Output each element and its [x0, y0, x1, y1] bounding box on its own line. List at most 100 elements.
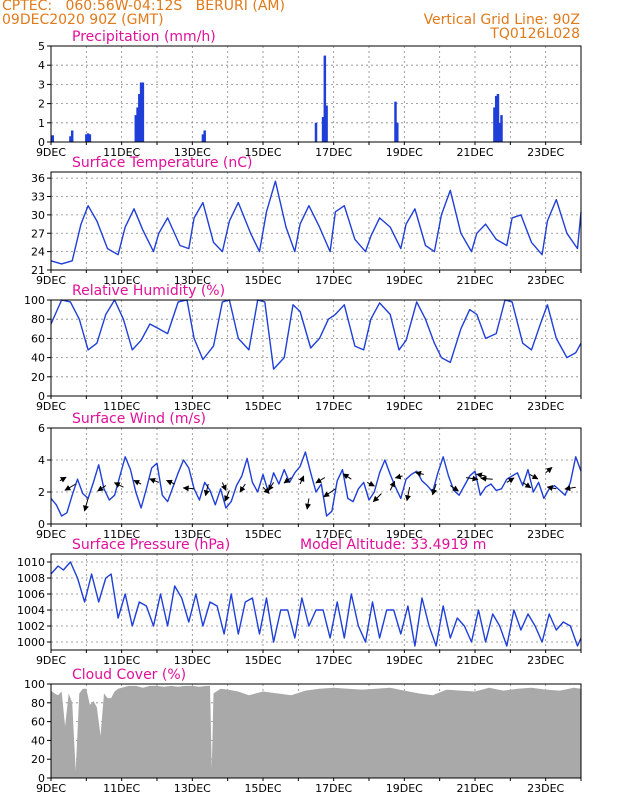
wind-vector-arrow	[262, 486, 270, 494]
precip-bar	[136, 107, 139, 142]
wind-vector-arrow	[267, 482, 275, 491]
pressure-title: Surface Pressure (hPa)	[72, 537, 230, 553]
wind-vector-arrow	[372, 493, 382, 503]
wind-vector-arrow	[431, 483, 438, 496]
wind-vector-arrow	[415, 470, 424, 477]
cloud-title: Cloud Cover (%)	[72, 667, 186, 683]
temperature-panel: Surface Temperature (nC) 21 24 27 30 33 36 9DEC…	[31, 155, 582, 287]
y-tick-label: 80	[31, 697, 45, 710]
x-tick-label: 9DEC	[36, 400, 66, 413]
pressure-line	[50, 561, 582, 647]
wind-vector-arrow	[405, 487, 411, 502]
plot-frame	[50, 553, 582, 651]
y-tick-label: 3	[38, 78, 45, 91]
wind-vector-arrow	[564, 485, 576, 492]
wind-vector-arrow	[59, 476, 67, 483]
x-tick-label: 17DEC	[315, 274, 352, 287]
y-tick-label: 40	[31, 734, 45, 747]
plot-frame	[50, 683, 582, 779]
wind-vector-arrow	[522, 481, 532, 489]
x-tick-label: 21DEC	[456, 400, 493, 413]
plot-frame	[50, 45, 582, 143]
y-tick-label: 21	[31, 264, 45, 277]
y-tick-label: 40	[31, 352, 45, 365]
wind-vector-arrow	[389, 480, 396, 491]
y-tick-label: 36	[31, 172, 45, 185]
x-tick-label: 17DEC	[315, 528, 352, 541]
model-run-id: TQ0126L028	[490, 26, 580, 42]
plot-frame	[50, 427, 582, 525]
wind-vector-arrow	[64, 483, 76, 491]
y-tick-label: 1010	[17, 556, 45, 569]
precip-bar	[203, 130, 206, 142]
grid-line-note: Vertical Grid Line: 90Z	[423, 12, 580, 28]
x-tick-label: 19DEC	[386, 400, 423, 413]
x-tick-label: 15DEC	[244, 654, 281, 667]
x-tick-label: 11DEC	[103, 400, 140, 413]
wind-vector-arrow	[394, 473, 403, 480]
wind-vector-arrow	[149, 478, 159, 484]
wind-vector-arrow	[113, 482, 124, 488]
precip-bar	[496, 94, 500, 142]
precip-bar	[69, 136, 72, 142]
wind-vector-arrow	[466, 475, 479, 482]
station-header: CPTEC: 060:56W-04:12S BERURI (AM)	[2, 0, 285, 14]
wind-vector-arrow	[367, 480, 375, 487]
y-tick-label: 0	[38, 136, 45, 149]
x-tick-label: 11DEC	[103, 654, 140, 667]
x-tick-label: 21DEC	[456, 146, 493, 159]
precip-bar	[494, 95, 498, 142]
plot-frame	[50, 299, 582, 397]
x-tick-label: 17DEC	[315, 654, 352, 667]
run-datetime: 09DEC2020 90Z (GMT)	[2, 12, 164, 28]
precip-bar	[323, 55, 327, 142]
y-tick-label: 1	[38, 117, 45, 130]
wind-vector-arrow	[342, 473, 352, 480]
x-tick-label: 13DEC	[174, 782, 211, 795]
precip-bar	[493, 107, 496, 142]
wind-vector-arrow	[506, 477, 515, 484]
y-tick-label: 6	[38, 422, 45, 435]
y-tick-label: 30	[31, 209, 45, 222]
x-tick-label: 19DEC	[386, 146, 423, 159]
x-tick-label: 23DEC	[527, 274, 564, 287]
y-tick-label: 0	[38, 772, 45, 785]
precip-bar	[396, 122, 399, 142]
y-tick-label: 1004	[17, 604, 45, 617]
wind-vector-arrow	[133, 479, 142, 486]
x-tick-label: 9DEC	[36, 146, 66, 159]
y-tick-label: 2	[38, 486, 45, 499]
plot-frame	[50, 171, 582, 271]
precip-bar	[321, 117, 325, 142]
wind-vector-arrow	[480, 475, 493, 482]
y-tick-label: 1002	[17, 620, 45, 633]
precip-bar	[88, 134, 92, 142]
y-tick-label: 4	[38, 59, 45, 72]
wind-vector-arrow	[97, 485, 107, 492]
x-tick-label: 17DEC	[315, 146, 352, 159]
humidity-title: Relative Humidity (%)	[72, 283, 225, 299]
x-tick-label: 23DEC	[527, 146, 564, 159]
precip-bar	[500, 115, 503, 142]
wind-vector-arrow	[298, 475, 305, 485]
precip-bar	[134, 115, 138, 142]
x-tick-label: 15DEC	[244, 146, 281, 159]
y-tick-label: 1000	[17, 636, 45, 649]
wind-vector-arrow	[224, 490, 230, 502]
y-tick-label: 2	[38, 98, 45, 111]
y-tick-label: 24	[31, 246, 45, 259]
x-tick-label: 19DEC	[386, 782, 423, 795]
wind-vector-arrow	[545, 467, 553, 474]
wind-vector-arrow	[529, 473, 539, 480]
cloud-panel: Cloud Cover (%) 0 20 40 60 80 100 9DEC 11DEC 13DE…	[24, 667, 582, 795]
wind-title: Surface Wind (m/s)	[72, 411, 206, 427]
y-tick-label: 0	[38, 518, 45, 531]
y-tick-label: 80	[31, 313, 45, 326]
temperature-title: Surface Temperature (nC)	[72, 155, 253, 171]
x-tick-label: 11DEC	[103, 528, 140, 541]
x-tick-label: 19DEC	[386, 274, 423, 287]
precip-bar	[85, 134, 88, 142]
y-tick-label: 100	[24, 294, 45, 307]
wind-vector-arrow	[449, 485, 459, 492]
